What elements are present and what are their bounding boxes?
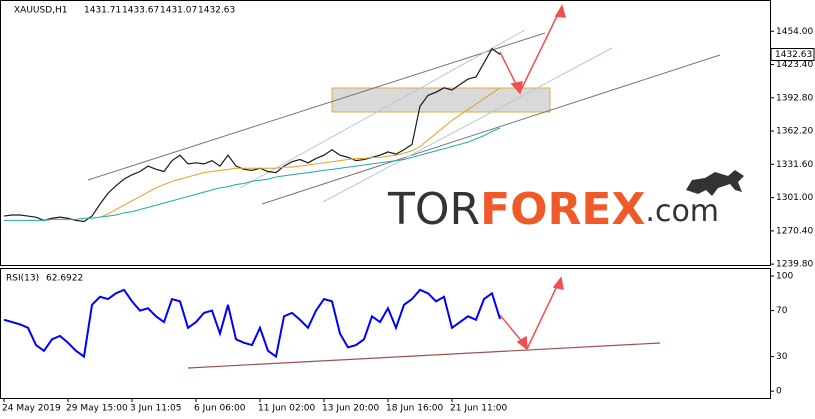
ohlc-high: 1433.67 xyxy=(122,6,159,16)
x-tick-label: 11 Jun 02:00 xyxy=(258,404,315,414)
rsi-panel xyxy=(0,268,771,399)
rsi-trend-line xyxy=(187,342,661,369)
series-line xyxy=(3,47,501,223)
y-tick-label: 1423.40 xyxy=(776,60,813,70)
y-tick-label: 1301.00 xyxy=(776,193,813,203)
ohlc-open: 1431.71 xyxy=(84,6,121,16)
x-tick-label: 24 May 2019 xyxy=(2,404,61,414)
y-tick-label: 70 xyxy=(776,306,788,316)
y-tick-label: 1392.80 xyxy=(776,93,813,103)
channel-line xyxy=(322,47,613,203)
y-tick-label: 1270.40 xyxy=(776,226,813,236)
y-tick-label: 100 xyxy=(776,272,793,282)
watermark-forex: FOREX xyxy=(480,184,645,235)
trend-line xyxy=(87,32,546,181)
watermark-tor: TOR xyxy=(387,184,480,235)
series-line xyxy=(99,87,501,218)
zone-rectangle xyxy=(331,87,551,113)
y-tick-label: 0 xyxy=(776,387,782,397)
watermark-com: .com xyxy=(645,194,719,229)
y-tick-label: 1239.80 xyxy=(776,260,813,270)
series-line xyxy=(3,288,501,359)
x-tick-label: 13 Jun 20:00 xyxy=(322,404,379,414)
y-tick-label: 1331.60 xyxy=(776,160,813,170)
y-tick-label: 1454.00 xyxy=(776,27,813,37)
x-tick-label: 18 Jun 16:00 xyxy=(386,404,443,414)
rsi-value: 62.6922 xyxy=(46,274,83,284)
watermark: TORFOREX.com xyxy=(387,184,719,235)
y-tick-label: 30 xyxy=(776,352,788,362)
rsi-title: RSI(13) xyxy=(6,274,39,284)
bull-logo xyxy=(686,170,744,196)
x-tick-label: 3 Jun 11:05 xyxy=(130,404,181,414)
last-price-box xyxy=(770,47,815,61)
symbol-title: XAUUSD,H1 xyxy=(14,6,68,16)
trend-line xyxy=(261,54,721,205)
last-price-label: 1432.63 xyxy=(775,50,812,60)
x-tick-label: 21 Jun 11:00 xyxy=(450,404,507,414)
channel-line xyxy=(239,29,526,189)
x-tick-label: 6 Jun 06:00 xyxy=(194,404,246,414)
ohlc-low: 1431.07 xyxy=(160,6,197,16)
forecast-arrows xyxy=(499,4,567,351)
x-tick-label: 29 May 15:00 xyxy=(66,404,128,414)
series-line xyxy=(4,127,501,221)
price-panel xyxy=(0,0,771,266)
y-tick-label: 1362.20 xyxy=(776,127,813,137)
ohlc-close: 1432.63 xyxy=(198,6,235,16)
